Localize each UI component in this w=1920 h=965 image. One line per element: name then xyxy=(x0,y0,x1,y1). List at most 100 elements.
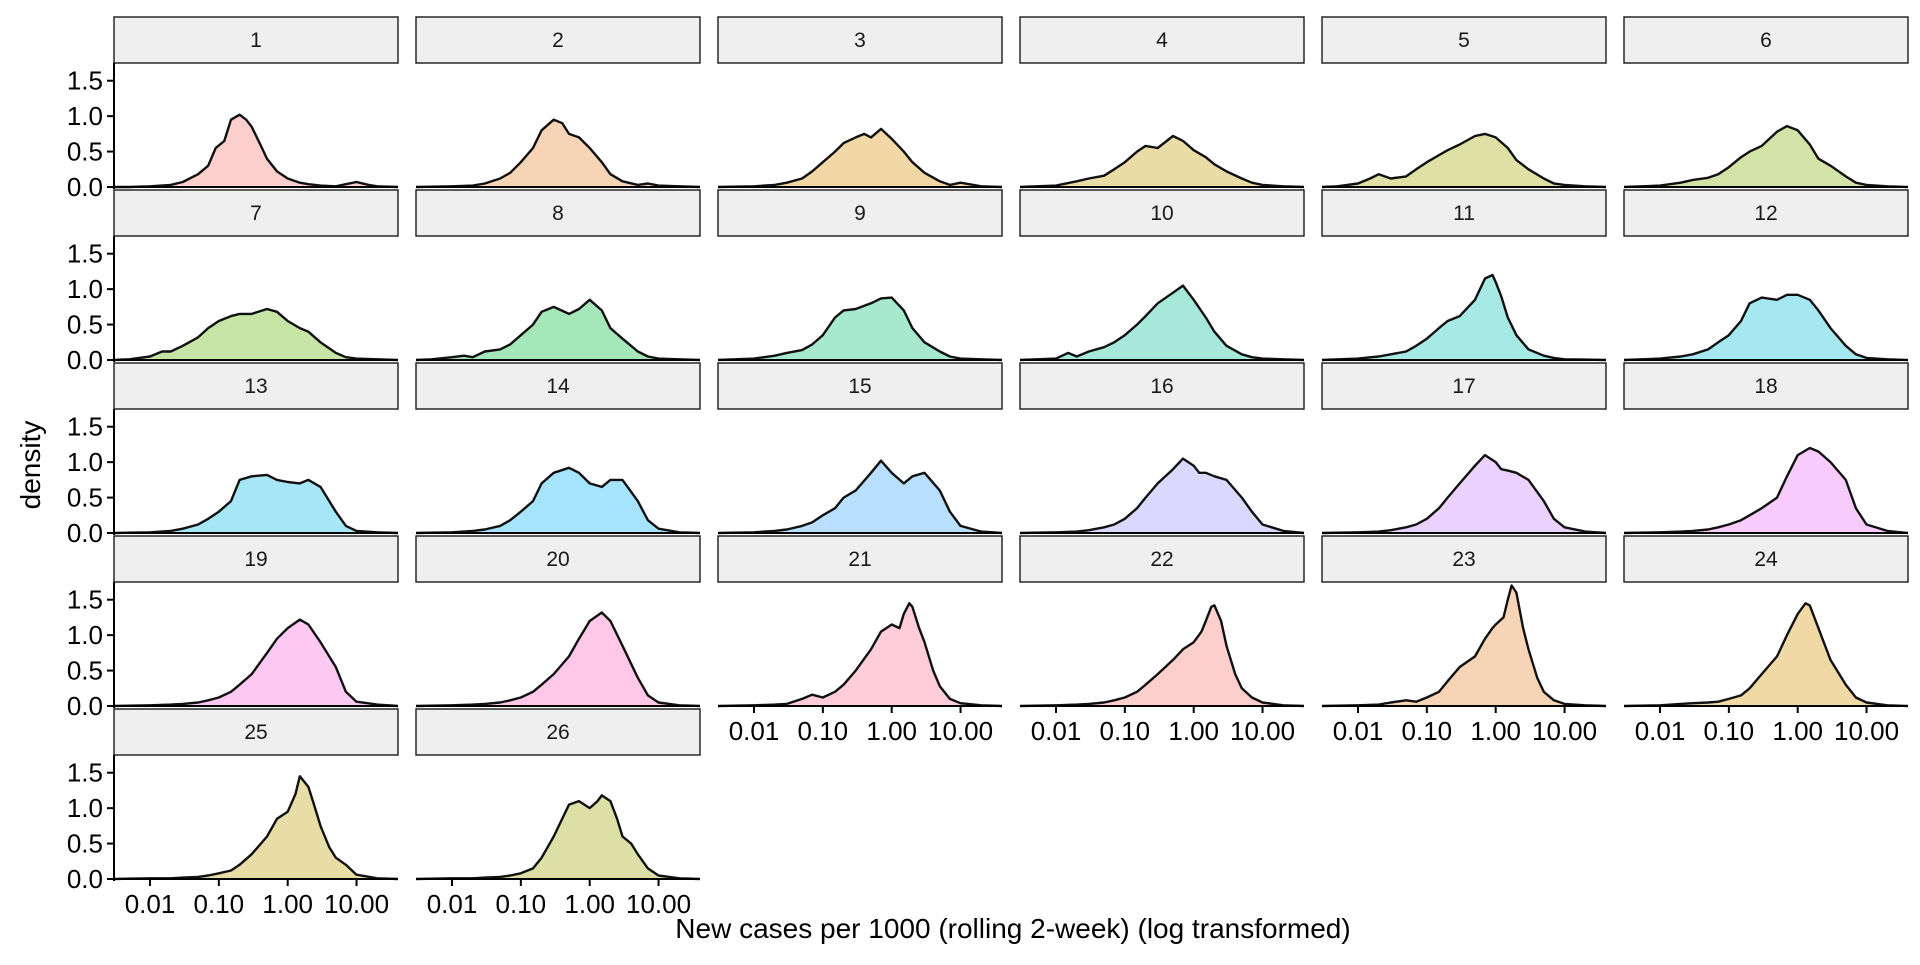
x-tick-label: 10.00 xyxy=(1230,716,1295,746)
facet-panel-12: 12 xyxy=(1623,189,1909,362)
facet-strip-label: 23 xyxy=(1452,548,1475,571)
facet-strip xyxy=(1321,16,1607,64)
density-line xyxy=(113,618,399,708)
y-tick-label: 1.5 xyxy=(67,239,103,269)
facet-strip-label: 3 xyxy=(854,29,866,52)
facet-panel-11: 11 xyxy=(1321,189,1607,362)
y-tick-label: 0.5 xyxy=(67,310,103,340)
facet-strip xyxy=(1019,16,1305,64)
facet-strip-label: 6 xyxy=(1760,29,1772,52)
density-area xyxy=(718,128,1002,187)
facet-strip-label: 8 xyxy=(552,202,564,225)
facet-panel-3: 3 xyxy=(717,16,1003,189)
y-tick-label: 0.5 xyxy=(67,137,103,167)
y-tick-label: 1.0 xyxy=(67,793,103,823)
density-area xyxy=(1020,458,1304,533)
facet-strip-label: 24 xyxy=(1754,548,1778,571)
facet-strip-label: 18 xyxy=(1754,375,1777,398)
y-tick-label: 1.0 xyxy=(67,620,103,650)
density-area xyxy=(1322,275,1606,360)
facet-panel-20: 20 xyxy=(415,535,701,708)
facet-strip xyxy=(113,708,399,756)
density-area xyxy=(1624,126,1908,187)
density-line xyxy=(114,113,399,189)
density-area xyxy=(114,309,398,360)
x-tick-label: 0.01 xyxy=(427,889,478,919)
density-line xyxy=(1321,132,1607,189)
x-axis-title: New cases per 1000 (rolling 2-week) (log… xyxy=(675,913,1350,944)
facet-strip-label: 10 xyxy=(1150,202,1173,225)
density-area xyxy=(1624,448,1908,533)
facet-strip-label: 21 xyxy=(848,548,871,571)
x-tick-label: 0.01 xyxy=(729,716,780,746)
x-tick-label: 0.10 xyxy=(1704,716,1755,746)
density-line xyxy=(415,794,701,881)
x-tick-label: 1.00 xyxy=(564,889,615,919)
facet-panel-26: 26 0.01 0.10 1.00 10.00 xyxy=(415,708,701,919)
facet-strip xyxy=(415,16,701,64)
facet-strip-label: 16 xyxy=(1150,375,1173,398)
facet-panel-6: 6 xyxy=(1623,16,1909,189)
facet-strip-label: 13 xyxy=(244,375,267,398)
facet-strip xyxy=(1019,362,1305,410)
facet-strip-label: 25 xyxy=(244,721,267,744)
y-tick-label: 0.5 xyxy=(67,829,103,859)
facet-panel-5: 5 xyxy=(1321,16,1607,189)
facet-strip xyxy=(1321,189,1607,237)
x-tick-label: 10.00 xyxy=(1532,716,1597,746)
facet-strip-label: 7 xyxy=(250,202,262,225)
facet-panel-7: 7 0.0 0.5 1.0 1.5 xyxy=(67,189,399,375)
x-tick-label: 0.01 xyxy=(1333,716,1384,746)
x-tick-label: 10.00 xyxy=(626,889,691,919)
facet-panel-9: 9 xyxy=(717,189,1003,362)
density-area xyxy=(416,467,700,533)
density-line xyxy=(717,127,1003,189)
y-tick-label: 0.0 xyxy=(67,345,103,375)
x-tick-label: 0.01 xyxy=(125,889,176,919)
density-area xyxy=(718,460,1002,533)
facet-strip-label: 1 xyxy=(250,29,262,52)
density-line xyxy=(1019,284,1305,362)
density-line xyxy=(1623,293,1909,362)
density-line xyxy=(1623,602,1909,708)
x-tick-label: 0.10 xyxy=(798,716,849,746)
facet-strip xyxy=(1019,535,1305,583)
y-tick-label: 1.5 xyxy=(67,758,103,788)
x-tick-label: 10.00 xyxy=(1834,716,1899,746)
facet-strip xyxy=(113,189,399,237)
x-tick-label: 0.10 xyxy=(1100,716,1151,746)
y-axis-title: density xyxy=(15,421,46,510)
facet-strip-label: 26 xyxy=(546,721,569,744)
facet-strip xyxy=(1321,535,1607,583)
facet-strip-label: 2 xyxy=(552,29,564,52)
x-tick-label: 1.00 xyxy=(262,889,313,919)
density-line xyxy=(415,118,701,189)
x-tick-label: 1.00 xyxy=(866,716,917,746)
facet-strip xyxy=(1623,189,1909,237)
facet-panel-21: 21 0.01 0.10 1.00 10.00 xyxy=(717,535,1003,746)
density-line xyxy=(717,602,1003,708)
facet-strip xyxy=(113,535,399,583)
density-area xyxy=(1020,285,1304,360)
density-area xyxy=(1624,603,1908,706)
density-line xyxy=(1019,457,1305,535)
density-area xyxy=(416,612,700,706)
facet-strip-label: 15 xyxy=(848,375,871,398)
density-line xyxy=(1623,446,1909,535)
density-area xyxy=(718,297,1002,360)
y-tick-label: 1.0 xyxy=(67,447,103,477)
density-area xyxy=(1020,605,1304,706)
y-tick-label: 0.5 xyxy=(67,656,103,686)
x-tick-label: 1.00 xyxy=(1772,716,1823,746)
y-tick-label: 0.0 xyxy=(67,691,103,721)
facet-panel-8: 8 xyxy=(415,189,701,362)
x-tick-label: 10.00 xyxy=(928,716,993,746)
facet-strip-label: 12 xyxy=(1754,202,1777,225)
facet-panel-22: 22 0.01 0.10 1.00 10.00 xyxy=(1019,535,1305,746)
density-line xyxy=(1321,584,1607,708)
x-tick-label: 0.01 xyxy=(1635,716,1686,746)
density-line xyxy=(415,466,701,535)
x-tick-label: 0.10 xyxy=(1402,716,1453,746)
